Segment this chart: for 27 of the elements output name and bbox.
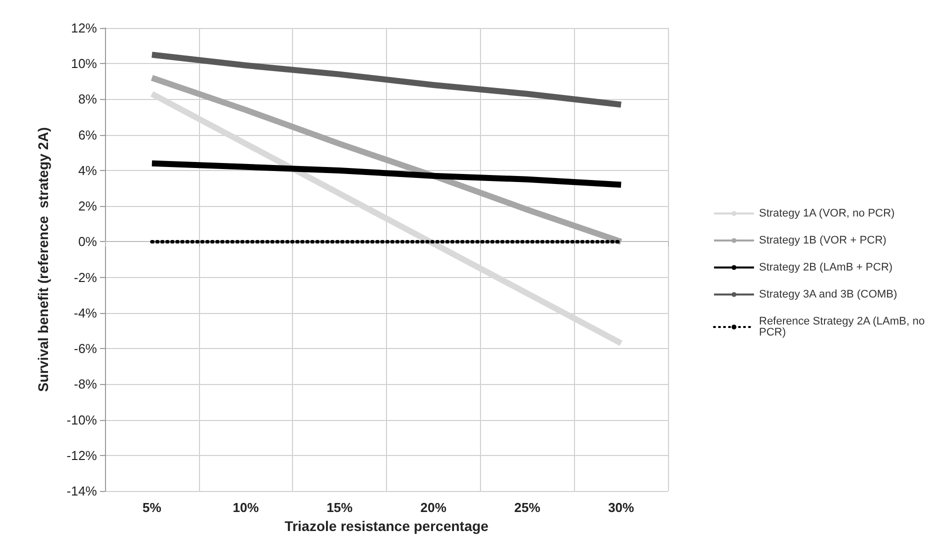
y-tick-label: -6%	[74, 341, 98, 356]
y-tick-label: 4%	[78, 162, 98, 178]
x-tick-label: 25%	[514, 500, 541, 516]
x-axis-title: Triazole resistance percentage	[284, 518, 489, 534]
x-tick-label: 5%	[142, 500, 162, 516]
x-tick-label: 15%	[326, 500, 354, 516]
y-tick-label: -12%	[66, 448, 98, 463]
x-tick-label: 30%	[608, 500, 635, 516]
legend-label: Strategy 2B (LAmB + PCR)	[759, 262, 893, 274]
x-tick-label: 20%	[420, 500, 447, 516]
y-tick-label: -10%	[66, 412, 98, 428]
y-tick-label: 0%	[78, 234, 98, 250]
y-tick-label: 6%	[78, 127, 98, 142]
legend-label: Strategy 1A (VOR, no PCR)	[759, 208, 895, 220]
y-tick-label: -2%	[74, 270, 98, 285]
y-tick-label: 2%	[78, 198, 98, 214]
legend-label: Reference Strategy 2A (LAmB, no PCR)	[759, 316, 928, 338]
y-tick-label: 10%	[70, 56, 98, 72]
y-axis-title: Survival benefit (reference strategy 2A)	[35, 127, 51, 392]
y-tick-label: 12%	[70, 20, 98, 36]
y-tick-label: -4%	[74, 305, 98, 320]
y-tick-label: 8%	[78, 92, 98, 107]
y-tick-label: -8%	[74, 376, 98, 392]
legend-label: Strategy 1B (VOR + PCR)	[759, 234, 886, 246]
y-tick-label: -14%	[66, 484, 98, 499]
legend-label: Strategy 3A and 3B (COMB)	[759, 288, 898, 300]
x-tick-label: 10%	[232, 500, 260, 516]
